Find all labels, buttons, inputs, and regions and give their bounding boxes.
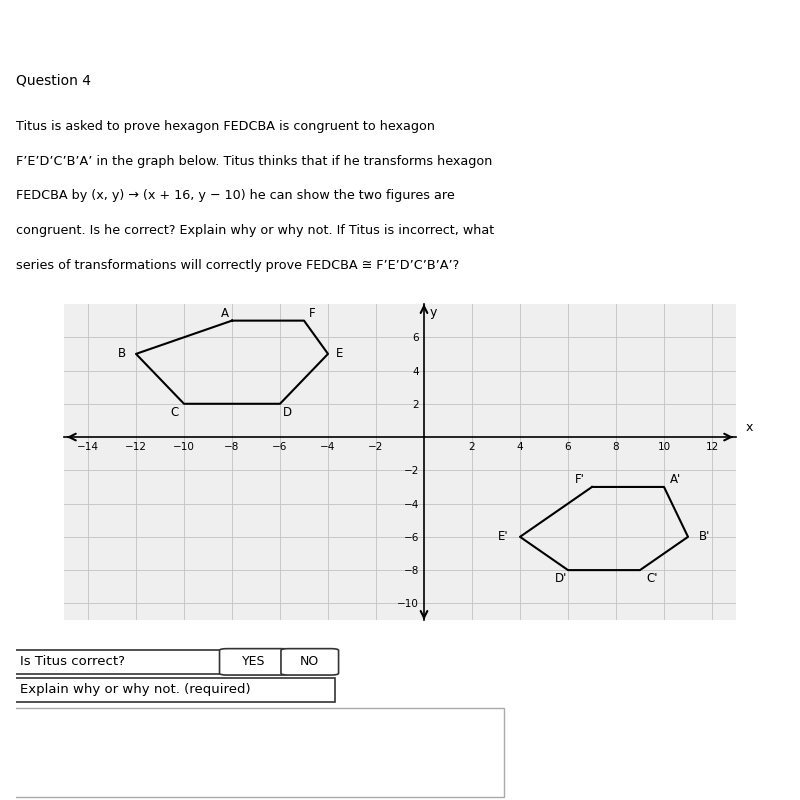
FancyBboxPatch shape (219, 649, 289, 675)
Text: F': F' (575, 473, 585, 486)
Text: F: F (309, 306, 316, 320)
Text: series of transformations will correctly prove FEDCBA ≅ F’E’D’C’B’A’?: series of transformations will correctly… (16, 259, 459, 272)
Text: y: y (430, 306, 438, 319)
Text: A: A (221, 306, 229, 320)
Text: Question 4: Question 4 (16, 73, 91, 87)
Text: congruent. Is he correct? Explain why or why not. If Titus is incorrect, what: congruent. Is he correct? Explain why or… (16, 224, 494, 237)
Text: x: x (746, 421, 753, 434)
Text: FEDCBA by (x, y) → (x + 16, y − 10) he can show the two figures are: FEDCBA by (x, y) → (x + 16, y − 10) he c… (16, 190, 454, 202)
Text: D': D' (554, 572, 567, 585)
Text: E: E (336, 347, 344, 360)
Text: C: C (170, 406, 178, 418)
Text: Is Titus correct?: Is Titus correct? (20, 655, 125, 668)
Text: YES: YES (242, 655, 266, 668)
FancyBboxPatch shape (12, 707, 504, 798)
Text: 14: 14 (420, 19, 436, 33)
FancyBboxPatch shape (12, 678, 334, 702)
Text: C': C' (646, 572, 658, 585)
Text: NO: NO (300, 655, 319, 668)
Text: B: B (118, 347, 126, 360)
Text: D: D (282, 406, 292, 418)
Text: E': E' (498, 530, 509, 543)
Text: B': B' (699, 530, 710, 543)
FancyBboxPatch shape (281, 649, 338, 675)
Text: Titus is asked to prove hexagon FEDCBA is congruent to hexagon: Titus is asked to prove hexagon FEDCBA i… (16, 120, 435, 133)
FancyBboxPatch shape (12, 650, 223, 674)
Text: A': A' (670, 473, 682, 486)
Text: F’E’D’C’B’A’ in the graph below. Titus thinks that if he transforms hexagon: F’E’D’C’B’A’ in the graph below. Titus t… (16, 154, 492, 167)
Text: Explain why or why not. (required): Explain why or why not. (required) (20, 683, 250, 697)
